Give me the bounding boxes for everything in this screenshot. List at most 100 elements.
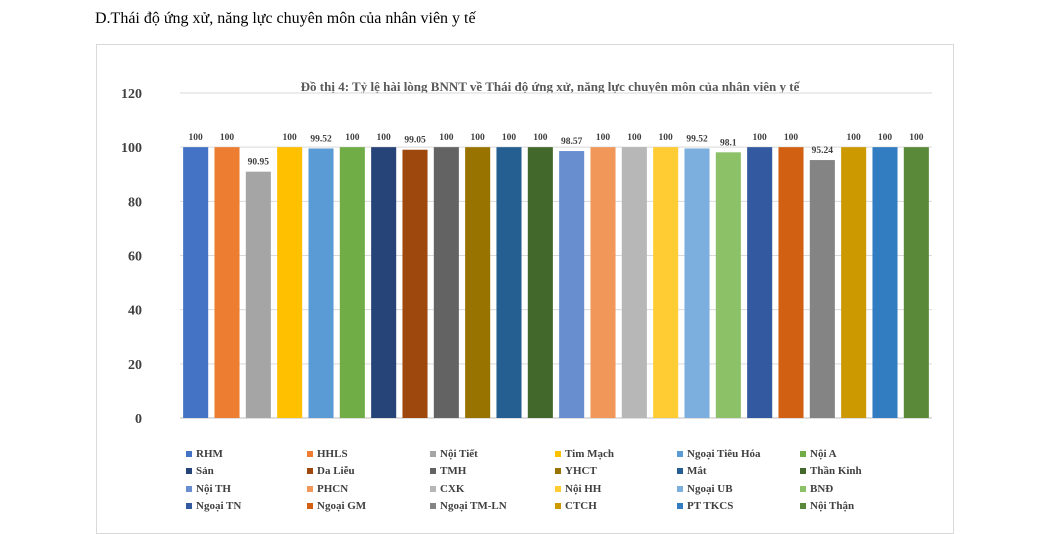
legend-swatch <box>430 486 436 492</box>
legend-swatch <box>800 486 806 492</box>
data-labels: 100 100 90.95 100 99.52 100 100 99.05 100 100 100 1… <box>189 133 924 168</box>
data-label: 100 <box>878 133 893 143</box>
legend-label: Nội Thận <box>810 500 854 512</box>
legend-swatch <box>307 486 313 492</box>
bar <box>841 147 867 418</box>
legend-label: Nội A <box>810 448 837 460</box>
bar <box>747 147 773 418</box>
legend-swatch <box>307 503 313 509</box>
legend-label: Ngoại UB <box>687 483 733 495</box>
bar <box>715 152 741 418</box>
legend-swatch <box>677 451 683 457</box>
legend-label: Thần Kinh <box>810 465 862 477</box>
y-tick-label: 80 <box>128 195 142 210</box>
data-label: 100 <box>189 133 204 143</box>
legend-label: Ngoại Tiêu Hóa <box>687 448 761 460</box>
bar <box>402 149 428 419</box>
legend-swatch <box>555 503 561 509</box>
legend-swatch <box>800 451 806 457</box>
y-tick-label: 120 <box>121 87 142 102</box>
data-label: 99.05 <box>404 136 426 146</box>
legend-label: TMH <box>440 465 467 477</box>
bar <box>778 147 804 418</box>
bar <box>245 171 271 418</box>
data-label: 100 <box>627 133 642 143</box>
bar <box>339 147 365 418</box>
y-tick-label: 60 <box>128 250 142 265</box>
legend-label: YHCT <box>565 465 597 477</box>
bar <box>496 147 522 418</box>
legend-label: CXK <box>440 483 465 495</box>
bar <box>684 148 710 418</box>
legend-label: PHCN <box>317 483 348 495</box>
legend-label: Nội HH <box>565 483 602 495</box>
data-label: 100 <box>533 133 548 143</box>
legend-label: Sản <box>196 465 214 477</box>
bar <box>433 147 459 418</box>
data-label: 100 <box>345 133 360 143</box>
data-label: 100 <box>439 133 454 143</box>
legend-swatch <box>677 503 683 509</box>
data-label: 100 <box>909 133 924 143</box>
bar <box>653 147 679 418</box>
bar <box>214 147 240 418</box>
legend-label: Ngoại TM-LN <box>440 500 507 512</box>
data-label: 100 <box>596 133 611 143</box>
data-label: 99.52 <box>686 134 708 144</box>
bar <box>183 147 209 418</box>
bar <box>809 160 835 418</box>
bar <box>872 147 898 418</box>
bar <box>308 148 334 418</box>
legend-label: Ngoại GM <box>317 500 367 512</box>
legend-label: Nội Tiết <box>440 448 478 460</box>
legend-swatch <box>677 486 683 492</box>
y-tick-label: 0 <box>135 412 142 427</box>
bar <box>903 147 929 418</box>
data-label: 100 <box>283 133 298 143</box>
data-label: 99.52 <box>310 134 332 144</box>
chart-title: Đồ thị 4: Tỷ lệ hài lòng BNNT về Thái độ… <box>301 79 801 94</box>
legend-label: Da Liễu <box>317 465 355 477</box>
legend-label: Nội TH <box>196 483 231 495</box>
y-tick-label: 20 <box>128 358 142 373</box>
data-label: 100 <box>220 133 235 143</box>
legend-swatch <box>430 503 436 509</box>
legend-swatch <box>677 468 683 474</box>
legend-swatch <box>555 468 561 474</box>
legend-swatch <box>186 451 192 457</box>
y-tick-label: 100 <box>121 141 142 156</box>
legend-label: Ngoại TN <box>196 500 241 512</box>
data-label: 95.24 <box>812 146 834 156</box>
bar <box>527 147 553 418</box>
legend-swatch <box>186 486 192 492</box>
data-label: 100 <box>847 133 862 143</box>
legend-label: HHLS <box>317 448 348 460</box>
legend-swatch <box>307 451 313 457</box>
y-axis: 0 20 40 60 80 100 120 <box>121 87 142 427</box>
bar <box>465 147 491 418</box>
legend: RHM HHLS Nội Tiết Tim Mạch Ngoại Tiêu Hóa Nội… <box>186 448 862 512</box>
legend-label: RHM <box>196 448 224 460</box>
legend-swatch <box>430 468 436 474</box>
gridlines <box>180 92 932 419</box>
bar <box>559 151 585 418</box>
data-label: 100 <box>377 133 392 143</box>
data-label: 98.57 <box>561 137 583 147</box>
data-label: 100 <box>753 133 768 143</box>
legend-swatch <box>186 468 192 474</box>
legend-label: CTCH <box>565 500 597 512</box>
legend-label: PT TKCS <box>687 500 733 512</box>
legend-swatch <box>307 468 313 474</box>
section-heading: D.Thái độ ứng xử, năng lực chuyên môn củ… <box>95 10 476 27</box>
legend-label: Tim Mạch <box>565 448 614 460</box>
legend-swatch <box>186 503 192 509</box>
data-label: 90.95 <box>248 158 270 168</box>
bar <box>590 147 616 418</box>
legend-swatch <box>800 468 806 474</box>
legend-label: BNĐ <box>810 483 833 495</box>
legend-label: Mắt <box>687 465 707 477</box>
data-label: 100 <box>471 133 486 143</box>
data-label: 100 <box>784 133 799 143</box>
legend-swatch <box>800 503 806 509</box>
